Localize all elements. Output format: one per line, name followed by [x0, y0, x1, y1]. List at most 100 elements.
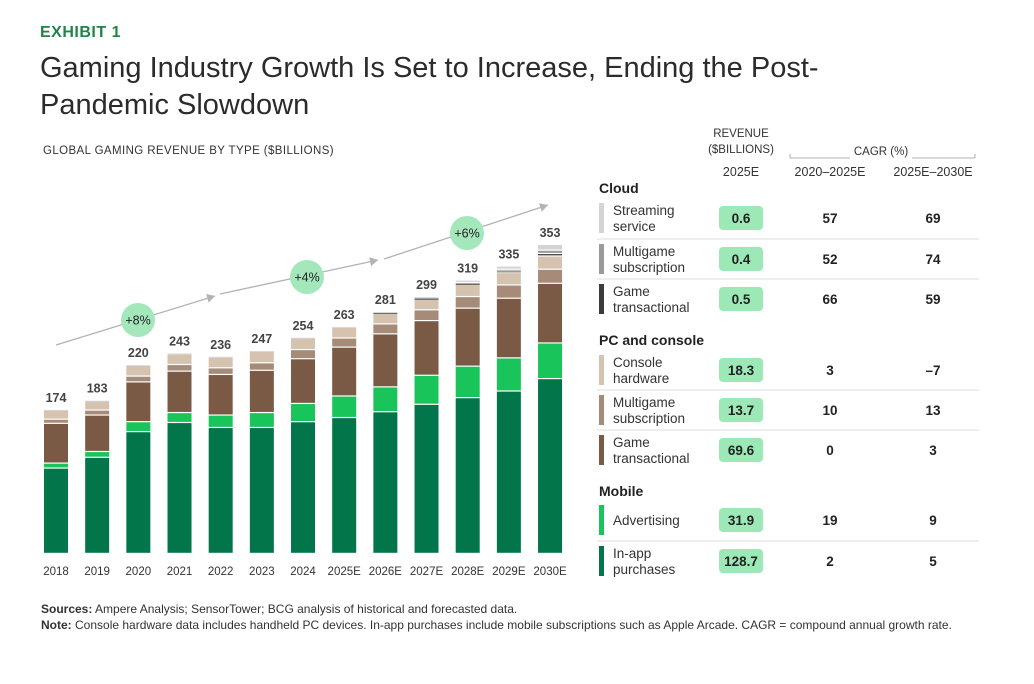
bar-segment-cloud_streaming: [455, 280, 480, 282]
bar-segment-cloud_game_transactional: [414, 298, 439, 300]
bar-segment-advertising: [538, 343, 563, 378]
bar-segment-cloud_multigame_subscription: [496, 269, 521, 271]
bar-total-label: 281: [375, 293, 396, 307]
bar-segment-cloud_game_transactional: [373, 312, 398, 314]
revenue-highlight: [719, 438, 763, 462]
bar-segment-in_app: [538, 379, 563, 553]
cagr-bubble: [290, 260, 324, 294]
bar-total-label: 335: [498, 248, 519, 262]
row-label-line1: Multigame: [613, 395, 675, 410]
cagr-2025-2030-value: –7: [925, 363, 940, 378]
cagr-2020-2025-value: 10: [822, 403, 837, 418]
bar-segment-multigame_subscription: [414, 310, 439, 320]
cagr-2025-2030-value: 13: [925, 403, 941, 418]
column-header-year: 2025E: [723, 165, 759, 179]
row-label-line2: subscription: [613, 411, 685, 426]
growth-arrow-head: [538, 203, 548, 212]
cagr-2020-2025-value: 66: [822, 292, 838, 307]
bar-segment-game_transactional: [167, 371, 192, 412]
revenue-header-line2: ($BILLIONS): [708, 144, 774, 156]
row-label-line1: Console: [613, 355, 663, 370]
bar-total-label: 353: [540, 226, 561, 240]
bar-segment-game_transactional: [44, 423, 68, 463]
row-label-line2: purchases: [613, 562, 676, 577]
bar-segment-cloud_streaming: [332, 326, 357, 328]
bar-segment-cloud_streaming: [414, 297, 439, 298]
note-line: Note: Console hardware data includes han…: [41, 617, 991, 633]
cagr-2025-2030-value: 74: [925, 252, 941, 267]
row-color-swatch: [599, 203, 604, 233]
note-text: Console hardware data includes handheld …: [71, 618, 952, 632]
bar-segment-game_transactional: [373, 334, 398, 387]
bar-segment-cloud_multigame_subscription: [414, 297, 439, 299]
bar-segment-multigame_subscription: [496, 285, 521, 298]
bar-segment-cloud_streaming: [373, 312, 398, 313]
bar-segment-console_hardware: [373, 313, 398, 324]
table-group-header: PC and console: [599, 332, 704, 348]
bar-segment-advertising: [414, 375, 439, 404]
x-tick-label: 2030E: [533, 566, 567, 578]
x-tick-label: 2021: [167, 566, 193, 578]
row-label-line2: service: [613, 219, 656, 234]
bar-segment-cloud_streaming: [538, 244, 563, 250]
bar-total-label: 236: [210, 338, 231, 352]
bar-segment-cloud_multigame_subscription: [538, 250, 563, 253]
bar-segment-advertising: [249, 413, 274, 427]
x-tick-label: 2023: [249, 566, 275, 578]
row-color-swatch: [599, 546, 604, 576]
bar-segment-multigame_subscription: [208, 368, 233, 374]
revenue-highlight: [719, 247, 763, 271]
row-color-swatch: [599, 505, 604, 535]
revenue-value: 18.3: [728, 363, 755, 378]
sources-text: Ampere Analysis; SensorTower; BCG analys…: [92, 602, 518, 616]
revenue-highlight: [719, 549, 763, 573]
bar-segment-advertising: [126, 422, 151, 432]
bar-segment-advertising: [291, 404, 316, 422]
revenue-value: 128.7: [724, 554, 758, 569]
revenue-highlight: [719, 206, 763, 230]
bar-segment-game_transactional: [538, 283, 563, 343]
bar-segment-in_app: [208, 428, 233, 553]
bar-segment-console_hardware: [44, 410, 68, 419]
revenue-value: 13.7: [728, 403, 754, 418]
revenue-header-line1: REVENUE: [713, 128, 769, 140]
x-tick-label: 2028E: [451, 566, 485, 578]
sources-label: Sources:: [41, 602, 93, 616]
exhibit-label: EXHIBIT 1: [40, 24, 121, 41]
bar-segment-multigame_subscription: [538, 269, 563, 283]
bar-segment-game_transactional: [85, 415, 110, 451]
bar-total-label: 220: [128, 346, 149, 360]
bar-segment-game_transactional: [455, 308, 480, 366]
note-label: Note:: [41, 618, 72, 632]
bar-segment-console_hardware: [332, 327, 357, 338]
x-tick-label: 2020: [126, 566, 152, 578]
row-label-line1: Streaming: [613, 203, 675, 218]
bar-segment-multigame_subscription: [126, 376, 151, 382]
bar-segment-game_transactional: [249, 370, 274, 412]
bar-segment-multigame_subscription: [291, 350, 316, 359]
cagr-header: CAGR (%): [854, 146, 908, 158]
bar-total-label: 263: [334, 308, 355, 322]
column-header-cagr2: 2025E–2030E: [893, 165, 972, 179]
bar-segment-cloud_multigame_subscription: [455, 283, 480, 284]
cagr-2020-2025-value: 0: [826, 443, 834, 458]
bar-segment-console_hardware: [291, 338, 316, 349]
bar-segment-in_app: [373, 412, 398, 553]
bar-segment-advertising: [44, 463, 68, 468]
bar-segment-cloud_streaming: [85, 400, 110, 402]
row-label-line2: transactional: [613, 451, 690, 466]
row-color-swatch: [599, 435, 604, 465]
bar-segment-multigame_subscription: [167, 365, 192, 371]
growth-arrow-head: [369, 257, 378, 267]
x-tick-label: 2022: [208, 566, 234, 578]
bar-segment-cloud_streaming: [167, 353, 192, 355]
cagr-2020-2025-value: 2: [826, 554, 834, 569]
bar-segment-in_app: [44, 468, 68, 553]
cagr-2020-2025-value: 57: [822, 211, 837, 226]
bar-segment-console_hardware: [126, 365, 151, 376]
revenue-highlight: [719, 398, 763, 422]
bar-segment-multigame_subscription: [44, 419, 68, 423]
cagr-2020-2025-value: 3: [826, 363, 834, 378]
bar-segment-cloud_game_transactional: [496, 271, 521, 273]
bar-segment-multigame_subscription: [332, 338, 357, 347]
